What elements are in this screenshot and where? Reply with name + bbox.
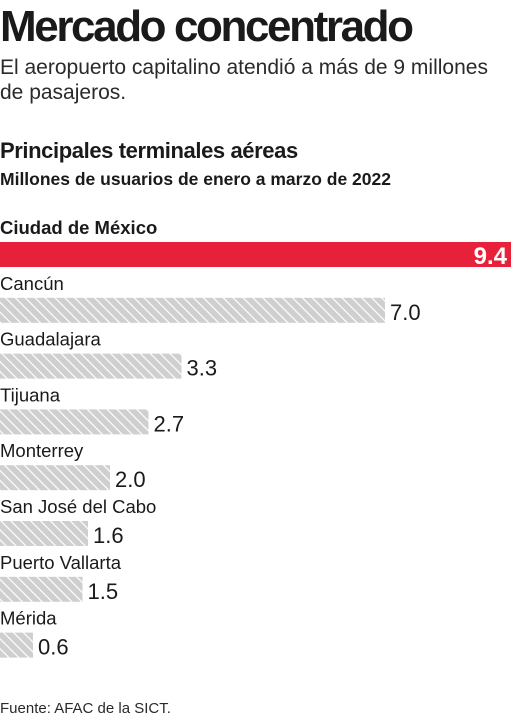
bar (0, 242, 511, 267)
bar-chart: Ciudad de México 9.4 Cancún 7.0 Guadalajara 3… (0, 217, 511, 660)
bar (0, 297, 385, 323)
bar (0, 465, 110, 491)
category-label: Mérida (0, 608, 57, 629)
category-label: San José del Cabo (0, 496, 156, 517)
bar (0, 521, 88, 546)
value-label: 0.6 (38, 635, 69, 660)
value-label: 2.7 (154, 411, 185, 436)
source-note: Fuente: AFAC de la SICT. (0, 700, 171, 717)
category-label: Cancún (0, 273, 64, 294)
value-label: 9.4 (474, 243, 508, 270)
category-label: Guadalajara (0, 329, 102, 350)
category-label: Puerto Vallarta (0, 552, 122, 573)
bar (0, 632, 33, 658)
value-label: 7.0 (390, 300, 421, 325)
page-subtitle: El aeropuerto capitalino atendió a más d… (0, 56, 488, 104)
value-label: 1.6 (93, 523, 124, 548)
category-label: Ciudad de México (0, 217, 157, 238)
value-label: 2.0 (115, 467, 146, 492)
chart-title: Principales terminales aéreas (0, 138, 298, 163)
chart-subtitle: Millones de usuarios de enero a marzo de… (0, 169, 391, 189)
value-label: 3.3 (187, 356, 218, 381)
bar (0, 576, 83, 602)
bar (0, 409, 149, 435)
bar (0, 353, 182, 379)
category-label: Monterrey (0, 440, 84, 461)
category-label: Tijuana (0, 384, 61, 405)
value-label: 1.5 (88, 579, 119, 604)
page-title: Mercado concentrado (0, 2, 414, 51)
